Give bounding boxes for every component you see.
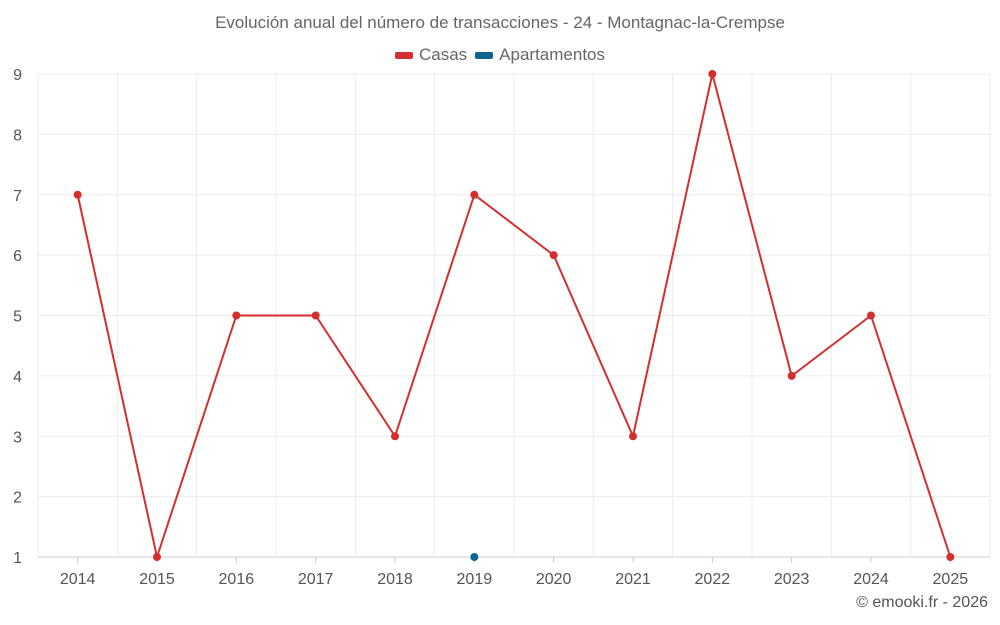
x-tick-label: 2025 [933,571,969,588]
x-tick-label: 2020 [536,571,572,588]
x-tick-label: 2017 [298,571,334,588]
legend-label-apartamentos: Apartamentos [499,45,606,64]
x-tick-label: 2018 [377,571,413,588]
y-tick-label: 9 [13,67,22,84]
y-tick-label: 3 [13,429,22,446]
data-point-casas [629,432,637,441]
legend-item-apartamentos[interactable]: Apartamentos [475,45,605,65]
data-point-casas [708,70,717,78]
x-tick-label: 2015 [139,571,175,588]
data-point-casas [946,553,955,561]
series-line-casas [76,73,952,558]
y-tick-label: 8 [13,127,22,144]
data-point-casas [470,190,479,199]
y-tick-label: 2 [13,490,22,507]
data-point-casas [73,190,82,199]
legend: Casas Apartamentos [0,45,1000,65]
data-point-apartamentos [470,553,479,561]
credit-text: © emooki.fr - 2026 [856,594,988,611]
x-tick-label: 2014 [60,571,96,588]
y-tick-label: 4 [13,369,22,386]
x-tick-label: 2022 [695,571,731,588]
data-point-casas [311,311,320,320]
legend-label-casas: Casas [418,45,468,64]
data-point-casas [867,311,875,320]
x-tick-label: 2019 [457,571,493,588]
legend-swatch-casas [394,51,413,59]
x-tick-label: 2021 [615,571,651,588]
data-point-casas [153,553,161,561]
data-point-casas [549,251,558,260]
chart-title: Evolución anual del número de transaccio… [215,13,785,32]
data-point-casas [232,311,241,320]
y-tick-label: 6 [13,248,22,265]
y-tick-label: 5 [13,309,22,326]
x-tick-label: 2023 [774,571,810,588]
data-point-casas [391,432,399,441]
legend-item-casas[interactable]: Casas [394,45,468,65]
x-tick-label: 2016 [219,571,255,588]
y-tick-label: 1 [13,550,22,567]
x-tick-label: 2024 [853,571,889,588]
y-tick-label: 7 [13,188,22,205]
legend-swatch-apartamentos [475,51,494,59]
data-point-casas [787,371,796,380]
